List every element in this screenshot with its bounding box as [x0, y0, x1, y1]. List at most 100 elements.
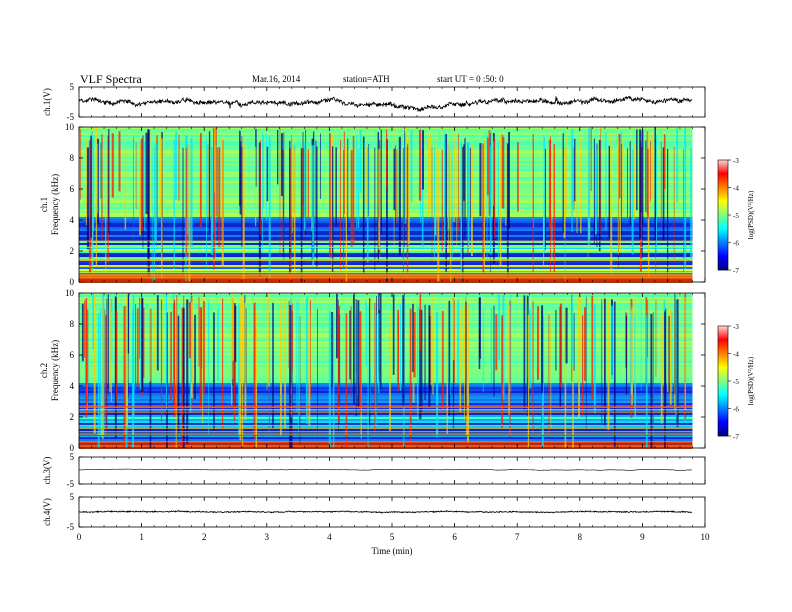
spectrum-band [79, 355, 693, 357]
sferic-streak [402, 148, 404, 282]
spectrum-band [79, 255, 693, 257]
tone-line [79, 272, 693, 274]
sferic-streak [316, 146, 318, 269]
sferic-streak [177, 315, 180, 434]
spectrum-band [79, 385, 693, 387]
sferic-streak [576, 142, 578, 233]
colorbar-step [718, 194, 728, 197]
sferic-streak [142, 135, 144, 249]
colorbar-step [718, 432, 728, 435]
sferic-streak [166, 293, 168, 409]
sferic-streak [151, 147, 153, 282]
start-time-label: start UT = 0 :50: 0 [437, 74, 504, 84]
sferic-streak [86, 140, 87, 226]
spectrum-band [79, 261, 693, 263]
sferic-streak [501, 315, 504, 428]
sferic-streak [676, 299, 679, 428]
sferic-streak [498, 141, 499, 258]
sferic-streak [277, 130, 279, 185]
sferic-streak [573, 312, 575, 371]
spectrum-band [79, 145, 693, 147]
sferic-streak [118, 131, 121, 192]
signal-trace [78, 509, 693, 514]
y-tick-label: 8 [70, 319, 75, 329]
sferic-streak [451, 304, 452, 377]
colorbar-step [718, 233, 728, 236]
colorbar-step [718, 176, 728, 179]
spectrum-band [79, 363, 693, 365]
colorbar-step [718, 331, 728, 334]
y-axis-label: ch.3(V) [42, 457, 52, 485]
spectrum-band [79, 217, 693, 219]
sferic-streak [101, 134, 103, 240]
sferic-streak [156, 295, 159, 371]
spectrum-band [79, 417, 693, 419]
colorbar-step [718, 326, 728, 329]
sferic-streak [590, 127, 592, 191]
sferic-streak [101, 303, 103, 438]
sferic-streak [645, 140, 647, 212]
colorbar-step [718, 242, 728, 245]
spectrum-band [79, 193, 693, 195]
sferic-streak [356, 135, 358, 229]
spectrum-band [79, 227, 693, 229]
colorbar-step [718, 161, 728, 164]
sferic-streak [173, 139, 175, 270]
sferic-streak [605, 131, 607, 230]
spectrum-band [79, 153, 693, 155]
sferic-streak [410, 130, 413, 203]
spectrum-band [79, 429, 693, 431]
colorbar-step [718, 215, 728, 218]
sferic-streak [312, 145, 315, 265]
spectrum-band [79, 307, 693, 309]
colorbar-step [718, 355, 728, 358]
sferic-streak [139, 303, 142, 390]
tone-line [79, 406, 693, 408]
sferic-streak [133, 136, 134, 240]
colorbar-step [718, 353, 728, 356]
sferic-streak [359, 129, 362, 193]
spectrum-band [79, 249, 693, 251]
y-axis-label: ch.1(V) [42, 88, 52, 116]
sferic-streak [498, 294, 500, 361]
sferic-streak [345, 146, 348, 282]
spectrum-band [79, 295, 693, 297]
colorbar-step [718, 423, 728, 426]
station-label: station=ATH [343, 74, 390, 84]
sferic-streak [174, 299, 176, 418]
sferic-streak [359, 311, 362, 413]
colorbar-tick-label: -6 [733, 240, 739, 248]
colorbar-step [718, 189, 728, 192]
colorbar-step [718, 185, 728, 188]
sferic-streak [91, 131, 93, 271]
spectrum-band [79, 131, 693, 133]
panel-1: 5 -5 ch.1(V) [42, 82, 706, 122]
sferic-streak [565, 307, 568, 364]
sferic-streak [651, 133, 654, 198]
y-tick-label: 8 [70, 153, 75, 163]
sferic-streak [543, 136, 545, 253]
colorbar-tick-label: -5 [733, 378, 739, 386]
tone-line [79, 427, 693, 429]
sferic-streak [541, 305, 544, 394]
colorbar-step [718, 417, 728, 420]
colorbar-step [718, 211, 728, 214]
sferic-streak [127, 293, 130, 354]
colorbar-step [718, 410, 728, 413]
tone-line [79, 276, 693, 278]
sferic-streak [153, 308, 156, 371]
y-tick-label: 10 [65, 122, 75, 132]
colorbar-tick-label: -3 [733, 323, 739, 331]
colorbar-step [718, 333, 728, 336]
sferic-streak [406, 147, 409, 282]
sferic-streak [292, 303, 293, 371]
sferic-streak [300, 148, 303, 282]
sferic-streak [331, 312, 334, 388]
spectrum-band [79, 315, 693, 317]
sferic-streak [627, 148, 628, 218]
spectrum-band [79, 301, 693, 303]
spectrum-band [79, 423, 693, 425]
colorbar-step [718, 231, 728, 234]
tone-line [79, 431, 693, 433]
